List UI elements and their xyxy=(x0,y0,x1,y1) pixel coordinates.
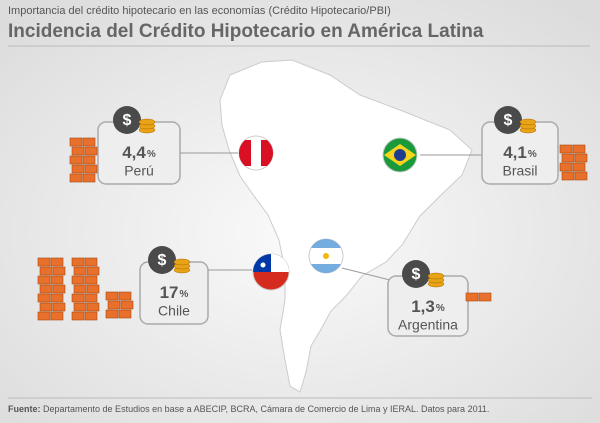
brick xyxy=(84,164,98,174)
dollar-icon: $ xyxy=(123,112,132,129)
unit: % xyxy=(147,149,156,160)
country: Perú xyxy=(124,163,154,179)
brick xyxy=(478,292,492,302)
unit: % xyxy=(528,149,537,160)
brick xyxy=(574,153,588,163)
coin xyxy=(427,272,445,280)
brick xyxy=(105,291,119,301)
money-bag xyxy=(494,106,522,134)
subtitle: Importancia del crédito hipotecario en l… xyxy=(8,5,391,17)
dollar-icon: $ xyxy=(158,252,167,269)
brick xyxy=(118,309,132,319)
brick xyxy=(73,284,87,294)
brick xyxy=(71,164,85,174)
flag-chile xyxy=(252,253,290,291)
brick xyxy=(84,257,98,267)
value: 4,1 xyxy=(503,143,527,162)
country: Brasil xyxy=(502,163,537,179)
flags xyxy=(238,135,418,291)
brick xyxy=(105,309,119,319)
brick xyxy=(561,171,575,181)
brick xyxy=(52,302,66,312)
brick xyxy=(50,311,64,321)
flag-peru xyxy=(238,135,274,171)
country-card: $1,3%Argentina xyxy=(387,260,469,337)
brick xyxy=(84,146,98,156)
brick xyxy=(82,173,96,183)
brick xyxy=(71,311,85,321)
brick xyxy=(37,311,51,321)
brick xyxy=(69,137,83,147)
brick xyxy=(84,275,98,285)
title: Incidencia del Crédito Hipotecario en Am… xyxy=(8,21,484,42)
brick xyxy=(52,266,66,276)
money-bag xyxy=(113,106,141,134)
money-bag xyxy=(148,246,176,274)
brick xyxy=(561,153,575,163)
brick xyxy=(37,275,51,285)
brick xyxy=(86,266,100,276)
coin xyxy=(519,118,537,126)
brick xyxy=(82,155,96,165)
dollar-icon: $ xyxy=(504,112,513,129)
brick xyxy=(50,293,64,303)
dollar-icon: $ xyxy=(412,266,421,283)
connectors xyxy=(180,152,482,281)
value: 4,4 xyxy=(122,143,146,162)
value: 17 xyxy=(160,283,179,302)
country-card: $4,1%Brasil xyxy=(481,106,559,185)
value-line: 4,1% xyxy=(503,143,537,162)
unit: % xyxy=(436,303,445,314)
value: 1,3 xyxy=(411,297,435,316)
brick xyxy=(86,302,100,312)
brick xyxy=(71,293,85,303)
brick xyxy=(82,137,96,147)
brick xyxy=(73,266,87,276)
coin xyxy=(173,258,191,266)
brick xyxy=(37,293,51,303)
brick xyxy=(39,266,53,276)
brick xyxy=(39,302,53,312)
country-card: $4,4%Perú xyxy=(97,106,181,185)
money-bag xyxy=(402,260,430,288)
coin xyxy=(138,118,156,126)
brick xyxy=(572,162,586,172)
unit: % xyxy=(180,289,189,300)
value-line: 1,3% xyxy=(411,297,445,316)
brick xyxy=(73,302,87,312)
country: Chile xyxy=(158,303,190,319)
brick xyxy=(120,300,134,310)
flag-brasil xyxy=(382,137,418,173)
brick xyxy=(37,257,51,267)
brick xyxy=(465,292,479,302)
country: Argentina xyxy=(398,317,458,333)
brick xyxy=(572,144,586,154)
brick xyxy=(50,257,64,267)
bricks xyxy=(37,137,588,321)
brick xyxy=(574,171,588,181)
brick xyxy=(39,284,53,294)
value-line: 4,4% xyxy=(122,143,156,162)
brick xyxy=(84,293,98,303)
brick xyxy=(52,284,66,294)
brick xyxy=(86,284,100,294)
brick xyxy=(118,291,132,301)
brick xyxy=(50,275,64,285)
footer-text: Departamento de Estudios en base a ABECI… xyxy=(43,404,489,414)
brick xyxy=(559,144,573,154)
value-line: 17% xyxy=(160,283,189,302)
brick xyxy=(69,173,83,183)
flag-argentina xyxy=(308,238,344,274)
brick xyxy=(71,275,85,285)
brick xyxy=(71,257,85,267)
brick xyxy=(71,146,85,156)
brick xyxy=(84,311,98,321)
country-card: $17%Chile xyxy=(139,246,209,325)
footer: Fuente: Departamento de Estudios en base… xyxy=(8,404,489,414)
brick xyxy=(107,300,121,310)
brick xyxy=(559,162,573,172)
brick xyxy=(69,155,83,165)
footer-label: Fuente: xyxy=(8,404,41,414)
